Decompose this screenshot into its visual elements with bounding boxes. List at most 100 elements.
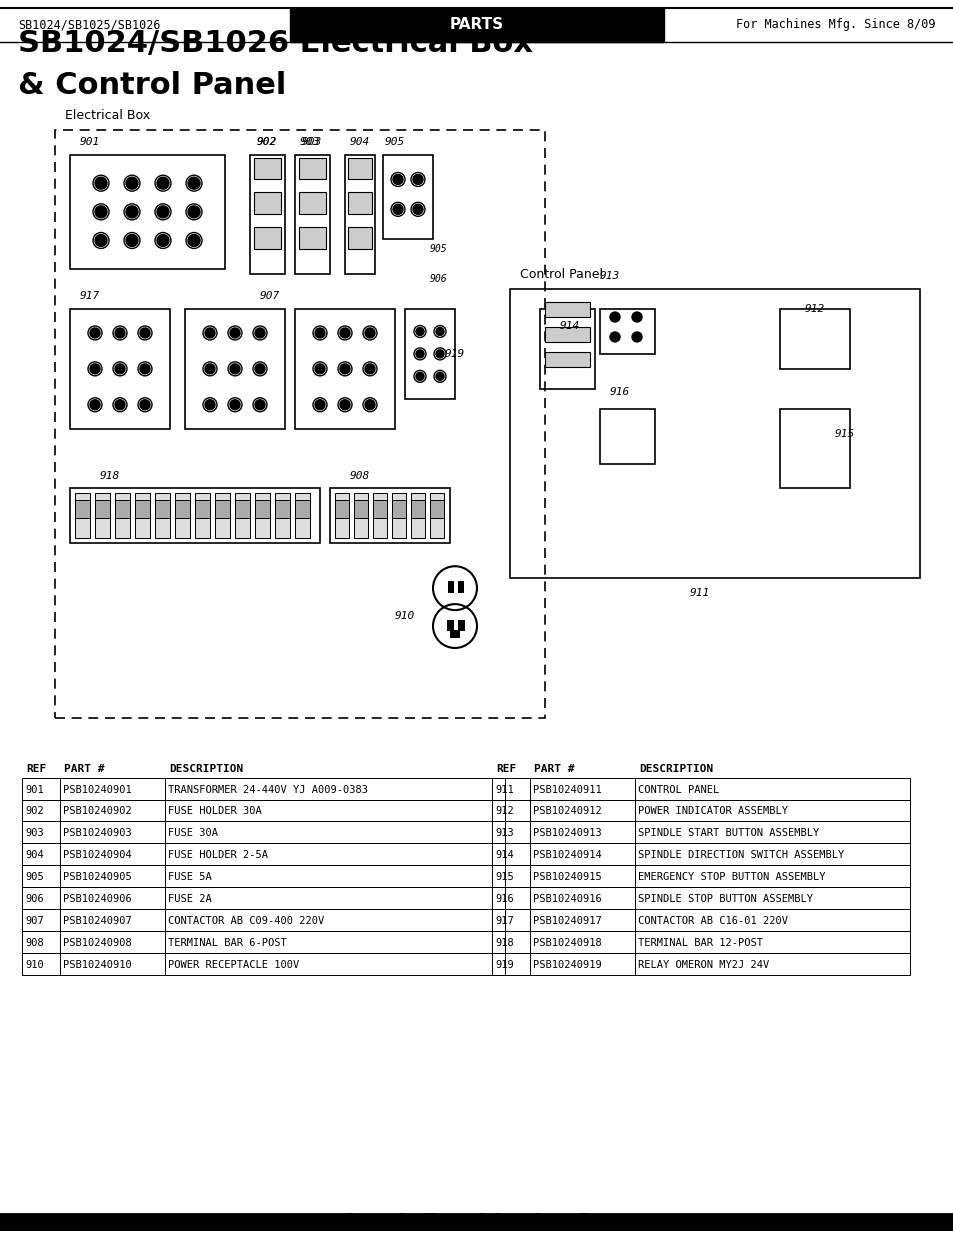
Bar: [298, 227, 326, 249]
Bar: [335, 494, 349, 538]
Bar: [253, 158, 281, 179]
Bar: [194, 494, 210, 538]
Bar: [174, 494, 190, 538]
Text: SPINDLE START BUTTON ASSEMBLY: SPINDLE START BUTTON ASSEMBLY: [638, 829, 819, 839]
Bar: [373, 500, 387, 519]
Bar: [392, 494, 406, 538]
Text: SPINDLE STOP BUTTON ASSEMBLY: SPINDLE STOP BUTTON ASSEMBLY: [638, 894, 812, 904]
Bar: [298, 158, 326, 179]
Text: 905: 905: [25, 872, 44, 882]
Bar: [492, 909, 909, 931]
Text: PSB10240917: PSB10240917: [533, 916, 601, 926]
Text: POWER INDICATOR ASSEMBLY: POWER INDICATOR ASSEMBLY: [638, 806, 787, 816]
Circle shape: [140, 400, 150, 410]
Text: 906: 906: [430, 274, 447, 284]
Text: PSB10240903: PSB10240903: [63, 829, 132, 839]
Circle shape: [126, 206, 138, 217]
Text: For Machines Mfg. Since 8/09: For Machines Mfg. Since 8/09: [736, 19, 935, 31]
Bar: [274, 494, 290, 538]
Text: PART #: PART #: [64, 763, 105, 773]
Text: TRANSFORMER 24-440V YJ A009-0383: TRANSFORMER 24-440V YJ A009-0383: [168, 784, 368, 794]
Circle shape: [416, 350, 423, 358]
Bar: [95, 500, 110, 519]
Bar: [335, 500, 349, 519]
Bar: [411, 500, 424, 519]
Text: FUSE HOLDER 30A: FUSE HOLDER 30A: [168, 806, 261, 816]
Bar: [70, 489, 319, 543]
Bar: [345, 154, 375, 274]
Text: 901: 901: [80, 137, 100, 147]
Text: & Control Panel: & Control Panel: [18, 70, 286, 100]
Text: FUSE 5A: FUSE 5A: [168, 872, 212, 882]
Text: 914: 914: [559, 321, 579, 331]
Bar: [95, 494, 110, 538]
Bar: [174, 500, 190, 519]
Text: PSB10240907: PSB10240907: [63, 916, 132, 926]
Text: CONTROL PANEL: CONTROL PANEL: [638, 784, 719, 794]
Bar: [492, 799, 909, 821]
Text: REF: REF: [496, 763, 516, 773]
Bar: [254, 500, 270, 519]
Text: 910: 910: [25, 960, 44, 969]
Bar: [55, 130, 544, 718]
Circle shape: [393, 204, 402, 215]
Circle shape: [436, 372, 443, 380]
Text: 917: 917: [495, 916, 514, 926]
Text: PSB10240905: PSB10240905: [63, 872, 132, 882]
Bar: [492, 844, 909, 866]
Text: 905: 905: [430, 245, 447, 254]
Bar: [135, 500, 150, 519]
Circle shape: [95, 235, 107, 247]
Text: 913: 913: [495, 829, 514, 839]
Text: PSB10240918: PSB10240918: [533, 939, 601, 948]
Bar: [154, 494, 170, 538]
Bar: [22, 931, 504, 953]
Text: 904: 904: [25, 851, 44, 861]
Circle shape: [90, 364, 100, 374]
Text: 917: 917: [80, 291, 100, 301]
Text: 905: 905: [385, 137, 405, 147]
Circle shape: [115, 400, 125, 410]
Text: RELAY OMERON MY2J 24V: RELAY OMERON MY2J 24V: [638, 960, 768, 969]
Bar: [382, 154, 433, 240]
Bar: [253, 227, 281, 249]
Bar: [22, 953, 504, 974]
Text: REF: REF: [26, 763, 46, 773]
Text: 903: 903: [299, 137, 320, 147]
Bar: [75, 494, 90, 538]
Text: EMERGENCY STOP BUTTON ASSEMBLY: EMERGENCY STOP BUTTON ASSEMBLY: [638, 872, 824, 882]
Circle shape: [416, 327, 423, 336]
Bar: [70, 154, 225, 269]
Bar: [492, 887, 909, 909]
Bar: [234, 494, 250, 538]
Circle shape: [230, 329, 240, 338]
Bar: [22, 778, 504, 799]
Bar: [115, 494, 130, 538]
Text: PSB10240901: PSB10240901: [63, 784, 132, 794]
Bar: [22, 799, 504, 821]
Bar: [194, 500, 210, 519]
Circle shape: [157, 177, 169, 189]
Circle shape: [436, 350, 443, 358]
Text: 918: 918: [100, 471, 120, 480]
Bar: [457, 582, 463, 593]
Circle shape: [339, 329, 350, 338]
Bar: [330, 489, 450, 543]
Circle shape: [115, 364, 125, 374]
Text: PSB10240908: PSB10240908: [63, 939, 132, 948]
Text: PSB10240902: PSB10240902: [63, 806, 132, 816]
Text: PSB10240914: PSB10240914: [533, 851, 601, 861]
Text: DESCRIPTION: DESCRIPTION: [639, 763, 713, 773]
Text: FUSE HOLDER 2-5A: FUSE HOLDER 2-5A: [168, 851, 268, 861]
Bar: [135, 494, 150, 538]
Text: Control Panel: Control Panel: [519, 268, 602, 282]
Circle shape: [609, 312, 619, 322]
Text: 903: 903: [301, 137, 322, 147]
Circle shape: [90, 329, 100, 338]
Text: South Bend Lathe Co.: South Bend Lathe Co.: [341, 1213, 612, 1234]
Circle shape: [365, 400, 375, 410]
Bar: [411, 494, 424, 538]
Text: PSB10240910: PSB10240910: [63, 960, 132, 969]
Bar: [539, 309, 595, 389]
Text: 912: 912: [495, 806, 514, 816]
